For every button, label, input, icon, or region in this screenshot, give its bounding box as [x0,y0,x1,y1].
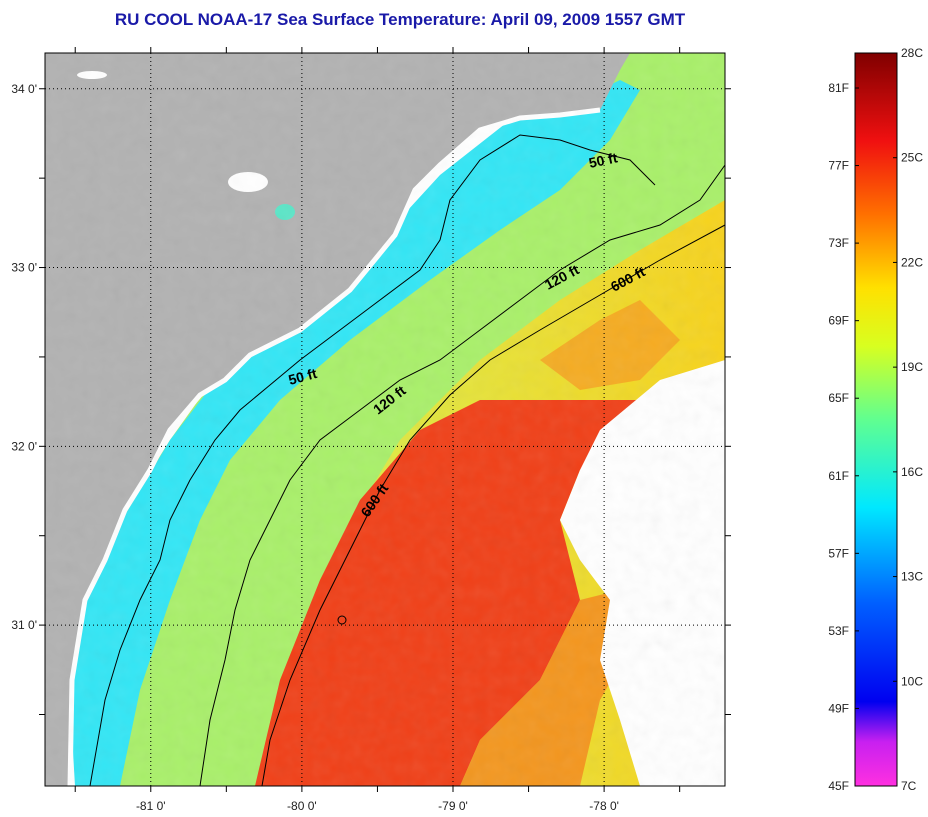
colorbar-celsius-label: 22C [901,255,923,269]
contour-label: 50 ft [587,149,619,171]
colorbar-celsius-label: 7C [901,779,917,793]
colorbar-celsius-label: 13C [901,570,923,584]
lon-tick-label: -81 0' [136,799,166,813]
colorbar-celsius-label: 19C [901,360,923,374]
colorbar-celsius-label: 28C [901,46,923,60]
colorbar-fahrenheit-label: 61F [828,469,849,483]
colorbar-fahrenheit-label: 81F [828,81,849,95]
axis-tick-labels: 34 0' 33 0' 32 0' 31 0' -81 0' -80 0' -79 0' -7… [11,82,619,813]
colorbar-celsius-label: 16C [901,465,923,479]
lat-tick-label: 33 0' [11,261,37,275]
map-title: RU COOL NOAA-17 Sea Surface Temperature:… [114,10,686,29]
colorbar-fahrenheit-label: 45F [828,779,849,793]
grid-lines [45,53,725,786]
colorbar-celsius-label: 25C [901,151,923,165]
colorbar-fahrenheit-label: 53F [828,624,849,638]
lon-tick-label: -78 0' [589,799,619,813]
texture-overlay [45,53,725,786]
colorbar-frame [854,52,898,787]
axis-ticks [39,47,731,792]
lon-tick-label: -79 0' [438,799,468,813]
isobath-50ft [89,134,656,786]
colorbar-fahrenheit-label: 77F [828,159,849,173]
colorbar-fahrenheit-label: 57F [828,546,849,560]
lat-tick-label: 34 0' [11,82,37,96]
lat-tick-label: 31 0' [11,618,37,632]
colorbar-fahrenheit-label: 49F [828,701,849,715]
map-frame [44,52,726,787]
colorbar-fahrenheit-label: 65F [828,391,849,405]
lon-tick-label: -80 0' [287,799,317,813]
colorbar-labels: 81F 77F 73F 69F 65F 61F 57F 53F 49F 45F 28C 25C 22C 1… [828,46,923,793]
isobath-120ft [199,164,725,786]
contour-label: 50 ft [287,365,319,388]
lat-tick-label: 32 0' [11,439,37,453]
colorbar-fahrenheit-label: 69F [828,314,849,328]
location-marker [337,615,347,625]
colorbar-fahrenheit-label: 73F [828,236,849,250]
colorbar-celsius-label: 10C [901,674,923,688]
isobath-600ft [261,224,725,786]
colorbar-gradient [855,53,897,786]
